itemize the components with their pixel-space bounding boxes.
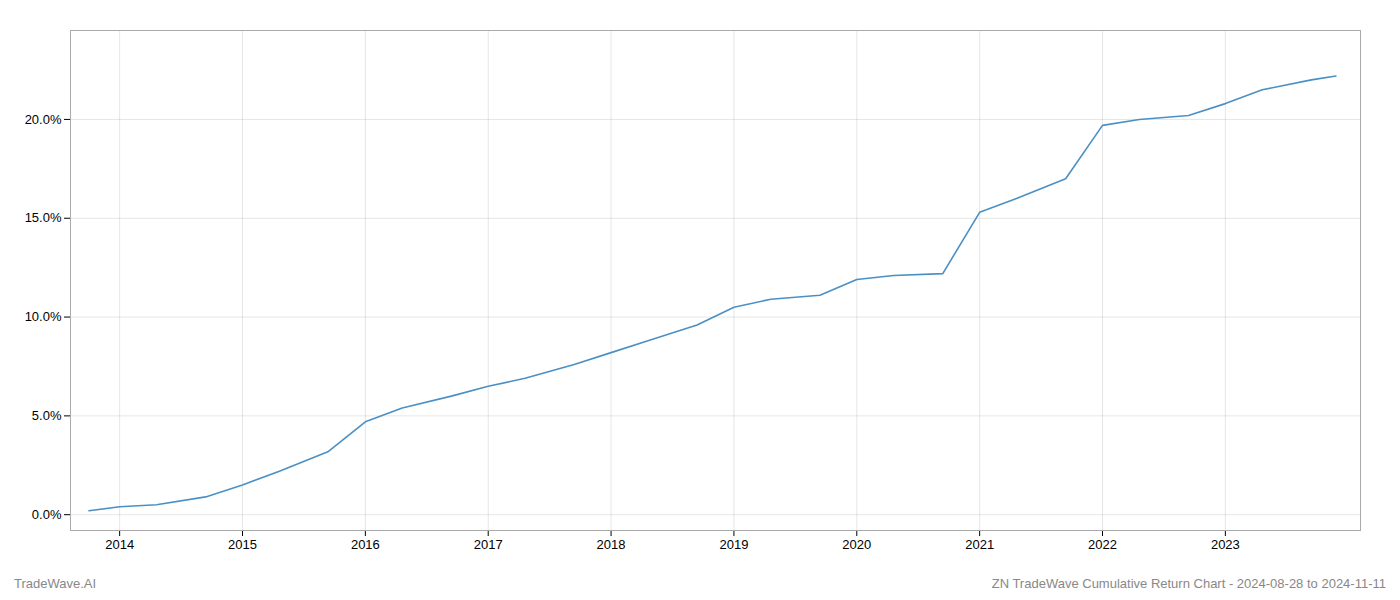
svg-text:2016: 2016: [351, 537, 380, 552]
svg-text:2022: 2022: [1088, 537, 1117, 552]
svg-text:0.0%: 0.0%: [32, 507, 62, 522]
svg-text:2014: 2014: [105, 537, 134, 552]
svg-text:15.0%: 15.0%: [25, 210, 62, 225]
svg-text:2020: 2020: [842, 537, 871, 552]
svg-text:2015: 2015: [228, 537, 257, 552]
svg-text:5.0%: 5.0%: [32, 408, 62, 423]
svg-text:10.0%: 10.0%: [25, 309, 62, 324]
svg-text:2021: 2021: [965, 537, 994, 552]
svg-text:2023: 2023: [1211, 537, 1240, 552]
svg-text:2017: 2017: [474, 537, 503, 552]
svg-text:2019: 2019: [719, 537, 748, 552]
svg-text:20.0%: 20.0%: [25, 112, 62, 127]
html-text:ZN TradeWave Cumulative Return: ZN TradeWave Cumulative Return Chart - 2…: [991, 575, 1386, 591]
html-text:TradeWave.AI: TradeWave.AI: [14, 575, 97, 591]
svg-text:2018: 2018: [597, 537, 626, 552]
